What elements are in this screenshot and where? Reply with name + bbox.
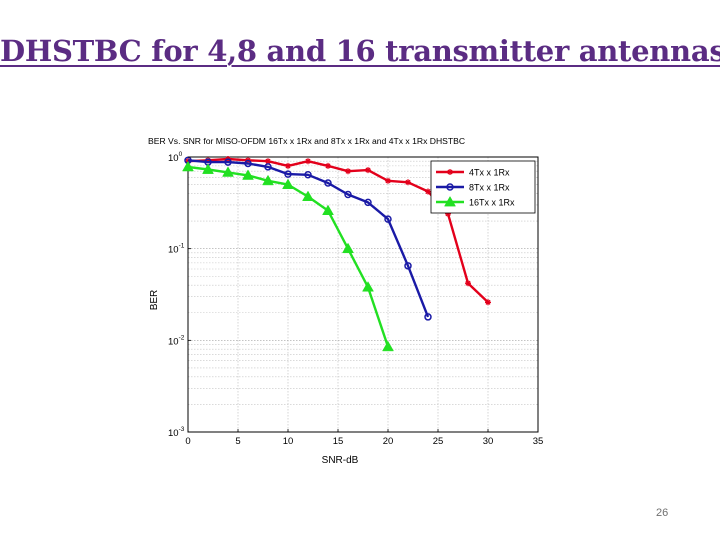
x-axis-label: SNR-dB (322, 455, 359, 466)
x-tick-label: 20 (383, 436, 394, 447)
data-point (384, 215, 392, 223)
data-point (202, 163, 214, 174)
data-point (485, 299, 491, 306)
data-point (364, 198, 372, 207)
data-point (424, 313, 432, 321)
plot-frame (187, 156, 539, 433)
data-point (342, 242, 354, 254)
legend-marker (446, 183, 454, 191)
series-2 (182, 160, 394, 352)
data-point (445, 210, 451, 217)
legend-marker (447, 169, 453, 175)
data-point (305, 158, 311, 165)
legend: 4Tx x 1Rx 8Tx x 1Rx 16Tx x 1Rx (430, 160, 536, 214)
data-point (345, 168, 351, 175)
data-point (365, 167, 371, 174)
data-point (282, 178, 294, 189)
legend-label: 8Tx x 1Rx (469, 183, 510, 193)
x-tick-label: 10 (283, 436, 294, 447)
legend-label: 16Tx x 1Rx (469, 198, 515, 208)
data-point (382, 340, 394, 352)
y-tick-label: 10-1 (168, 243, 185, 256)
data-point (304, 171, 312, 179)
series-1 (184, 156, 432, 321)
data-point (242, 169, 254, 180)
data-point (244, 159, 252, 168)
x-tick-label: 35 (533, 436, 544, 447)
x-tick-label: 5 (235, 436, 240, 447)
data-point (264, 163, 272, 171)
data-point (324, 179, 332, 187)
data-point (325, 162, 331, 169)
data-point (265, 158, 271, 165)
slide-title: DHSTBC for 4,8 and 16 transmitter antenn… (0, 34, 720, 68)
data-point (302, 190, 314, 201)
y-axis-label: BER (149, 290, 160, 311)
legend-marker (444, 195, 456, 207)
data-point (182, 160, 194, 172)
legend-label: 4Tx x 1Rx (469, 168, 510, 178)
data-point (284, 170, 292, 178)
data-point (222, 166, 234, 177)
data-point (344, 190, 352, 199)
x-tick-label: 0 (185, 436, 190, 447)
x-tick-label: 25 (433, 436, 444, 447)
ber-vs-snr-chart: 0 5 10 15 20 25 30 35 100 10-1 10-2 10-3 BER Vs. SN… (148, 136, 543, 466)
data-point (285, 162, 291, 169)
data-point (465, 280, 471, 287)
data-point (425, 188, 431, 195)
data-point (224, 158, 232, 166)
data-point (205, 157, 211, 164)
data-point (322, 204, 334, 216)
data-point (262, 174, 274, 186)
x-tick-label: 30 (483, 436, 494, 447)
data-point (362, 281, 374, 292)
data-point (405, 179, 411, 186)
page-number: 26 (656, 507, 669, 519)
chart-title: BER Vs. SNR for MISO-OFDM 16Tx x 1Rx and… (148, 136, 465, 146)
axis-ticks: 0 5 10 15 20 25 30 35 100 10-1 10-2 10-3 (168, 151, 543, 447)
x-tick-label: 15 (333, 436, 344, 447)
series-line (187, 159, 430, 318)
y-tick-label: 10-3 (168, 426, 185, 439)
data-point (404, 262, 412, 270)
y-tick-label: 100 (168, 151, 183, 164)
data-point (385, 177, 391, 184)
y-tick-label: 10-2 (168, 334, 185, 347)
